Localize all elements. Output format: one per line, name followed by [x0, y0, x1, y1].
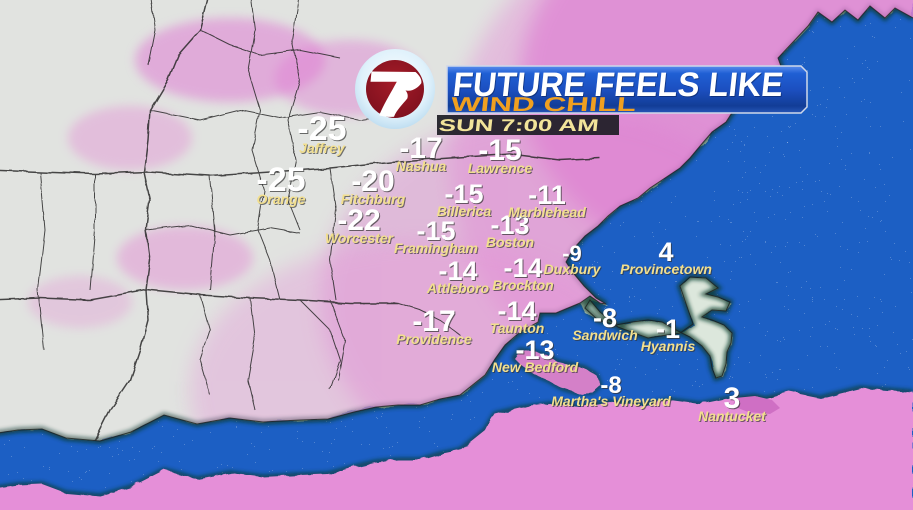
svg-text:Nantucket: Nantucket: [698, 408, 767, 424]
svg-text:Providence: Providence: [396, 331, 472, 347]
svg-text:Worcester: Worcester: [325, 230, 395, 246]
svg-text:Attleboro: Attleboro: [426, 280, 490, 296]
svg-text:Jaffrey: Jaffrey: [299, 140, 346, 156]
svg-text:Provincetown: Provincetown: [620, 261, 712, 277]
svg-text:Lawrence: Lawrence: [468, 160, 533, 176]
svg-text:New Bedford: New Bedford: [492, 359, 579, 375]
svg-text:Sandwich: Sandwich: [572, 327, 637, 343]
svg-text:Fitchburg: Fitchburg: [341, 191, 406, 207]
svg-text:WIND CHILL: WIND CHILL: [450, 94, 637, 116]
svg-text:Orange: Orange: [256, 191, 305, 207]
svg-text:Martha's Vineyard: Martha's Vineyard: [551, 393, 671, 409]
svg-text:Hyannis: Hyannis: [641, 338, 696, 354]
svg-text:Billerica: Billerica: [437, 203, 492, 219]
svg-text:Duxbury: Duxbury: [544, 261, 602, 277]
svg-text:Marblehead: Marblehead: [508, 204, 586, 220]
svg-text:Brockton: Brockton: [492, 277, 553, 293]
svg-text:Boston: Boston: [486, 234, 534, 250]
svg-text:SUN 7:00 AM: SUN 7:00 AM: [438, 116, 600, 135]
svg-text:Nashua: Nashua: [396, 158, 447, 174]
svg-text:Taunton: Taunton: [490, 320, 545, 336]
svg-text:Framingham: Framingham: [394, 240, 478, 256]
